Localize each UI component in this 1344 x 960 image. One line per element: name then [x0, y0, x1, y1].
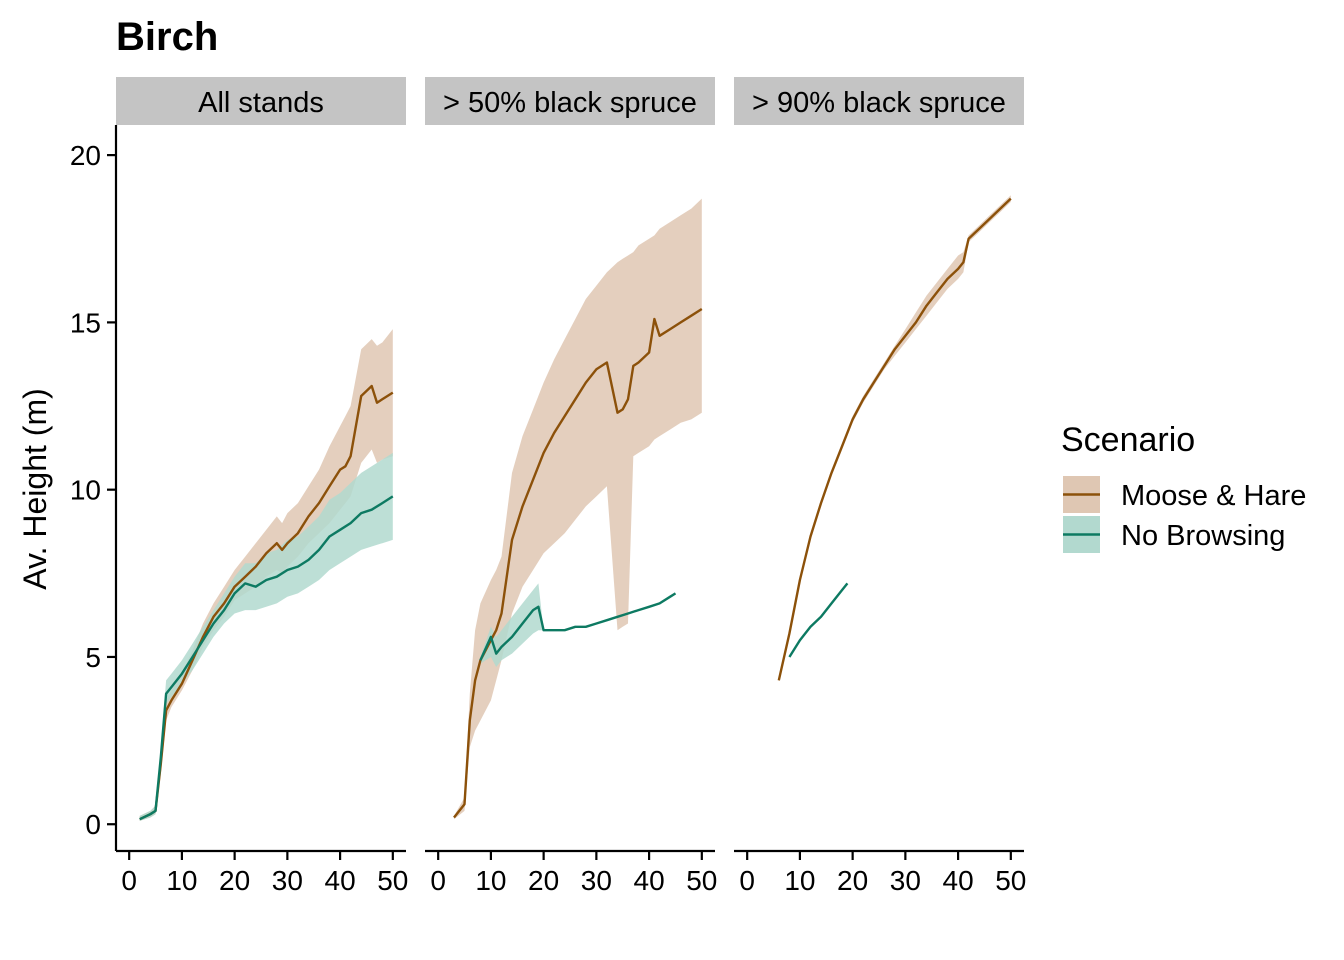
strip-background	[116, 77, 406, 125]
line-no-browsing	[788, 582, 849, 658]
panel-3: > 90% black spruce 0 10 20 30 40 50	[734, 77, 1026, 896]
x-tick-label: 50	[995, 865, 1026, 896]
x-tick-label: 50	[686, 865, 717, 896]
x-tick-label: 20	[219, 865, 250, 896]
y-tick-label: 0	[85, 809, 101, 840]
strip-label: All stands	[198, 87, 324, 119]
y-tick-label: 20	[70, 140, 101, 171]
x-tick-label: 40	[634, 865, 665, 896]
x-tick-label: 30	[890, 865, 921, 896]
legend: Scenario Moose & Hare No Browsing	[1061, 421, 1306, 553]
x-tick-label: 10	[166, 865, 197, 896]
legend-label: No Browsing	[1121, 520, 1285, 552]
ribbon-moose-hare	[778, 195, 1011, 681]
chart-title: Birch	[116, 15, 218, 59]
y-tick-label: 5	[85, 642, 101, 673]
panel-2: > 50% black spruce 0 10 20 30 40 50	[425, 77, 717, 896]
x-tick-label: 40	[325, 865, 356, 896]
y-tick-label: 15	[70, 307, 101, 338]
panel-1: All stands 0 10 20 30 40 50 0 5 10 15 20	[70, 77, 408, 896]
line-moose-hare	[139, 384, 394, 821]
strip-background	[734, 77, 1024, 125]
x-tick-label: 0	[430, 865, 446, 896]
ribbon-no-browsing	[139, 452, 393, 821]
x-tick-label: 20	[528, 865, 559, 896]
legend-title: Scenario	[1061, 421, 1195, 459]
legend-entry: Moose & Hare	[1063, 476, 1306, 513]
strip-label: > 90% black spruce	[752, 87, 1006, 119]
x-tick-label: 50	[377, 865, 408, 896]
x-tick-label: 40	[943, 865, 974, 896]
x-tick-label: 0	[739, 865, 755, 896]
line-moose-hare	[777, 197, 1012, 681]
legend-entries: Moose & Hare No Browsing	[1063, 476, 1306, 553]
x-tick-label: 0	[121, 865, 137, 896]
x-tick-label: 30	[272, 865, 303, 896]
ribbon-no-browsing	[480, 583, 676, 667]
legend-label: Moose & Hare	[1121, 480, 1306, 512]
x-tick-label: 30	[581, 865, 612, 896]
strip-label: > 50% black spruce	[443, 87, 697, 119]
line-no-browsing	[139, 495, 394, 821]
y-axis-title: Av. Height (m)	[17, 388, 53, 590]
x-tick-label: 20	[837, 865, 868, 896]
x-tick-label: 10	[784, 865, 815, 896]
legend-entry: No Browsing	[1063, 516, 1285, 553]
y-tick-label: 10	[70, 475, 101, 506]
line-no-browsing	[479, 592, 677, 661]
x-tick-label: 10	[475, 865, 506, 896]
ribbon-moose-hare	[454, 198, 702, 820]
strip-background	[425, 77, 715, 125]
